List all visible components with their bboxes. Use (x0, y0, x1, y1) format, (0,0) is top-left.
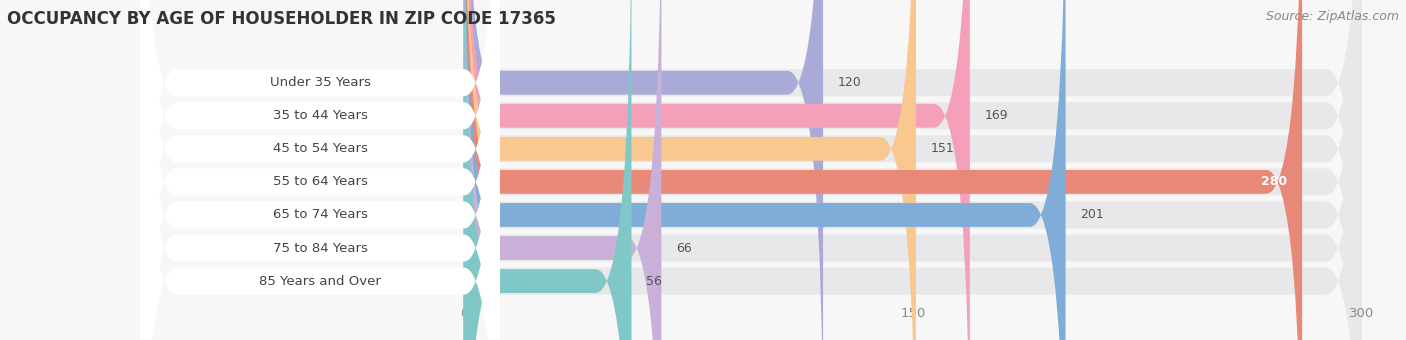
FancyBboxPatch shape (141, 0, 499, 340)
FancyBboxPatch shape (464, 0, 1066, 340)
FancyBboxPatch shape (464, 0, 1302, 340)
FancyBboxPatch shape (464, 0, 631, 340)
Text: Under 35 Years: Under 35 Years (270, 76, 371, 89)
Text: OCCUPANCY BY AGE OF HOUSEHOLDER IN ZIP CODE 17365: OCCUPANCY BY AGE OF HOUSEHOLDER IN ZIP C… (7, 10, 555, 28)
FancyBboxPatch shape (464, 0, 1362, 340)
Text: 151: 151 (931, 142, 955, 155)
Text: 201: 201 (1081, 208, 1104, 221)
FancyBboxPatch shape (141, 0, 499, 340)
FancyBboxPatch shape (464, 0, 1362, 340)
FancyBboxPatch shape (141, 0, 499, 340)
FancyBboxPatch shape (464, 0, 970, 340)
FancyBboxPatch shape (464, 0, 661, 340)
FancyBboxPatch shape (464, 0, 1362, 340)
Text: 85 Years and Over: 85 Years and Over (259, 275, 381, 288)
FancyBboxPatch shape (464, 0, 1362, 340)
FancyBboxPatch shape (141, 0, 499, 340)
FancyBboxPatch shape (464, 0, 1362, 340)
Text: 280: 280 (1261, 175, 1286, 188)
Text: 45 to 54 Years: 45 to 54 Years (273, 142, 367, 155)
Text: Source: ZipAtlas.com: Source: ZipAtlas.com (1265, 10, 1399, 23)
FancyBboxPatch shape (141, 0, 499, 340)
Text: 66: 66 (676, 241, 692, 255)
Text: 75 to 84 Years: 75 to 84 Years (273, 241, 367, 255)
FancyBboxPatch shape (141, 0, 499, 340)
Text: 35 to 44 Years: 35 to 44 Years (273, 109, 367, 122)
Text: 169: 169 (984, 109, 1008, 122)
FancyBboxPatch shape (464, 0, 823, 340)
Text: 120: 120 (838, 76, 862, 89)
FancyBboxPatch shape (464, 0, 1362, 340)
FancyBboxPatch shape (141, 0, 499, 340)
Text: 65 to 74 Years: 65 to 74 Years (273, 208, 367, 221)
FancyBboxPatch shape (464, 0, 1362, 340)
FancyBboxPatch shape (464, 0, 915, 340)
Text: 55 to 64 Years: 55 to 64 Years (273, 175, 367, 188)
Text: 56: 56 (647, 275, 662, 288)
